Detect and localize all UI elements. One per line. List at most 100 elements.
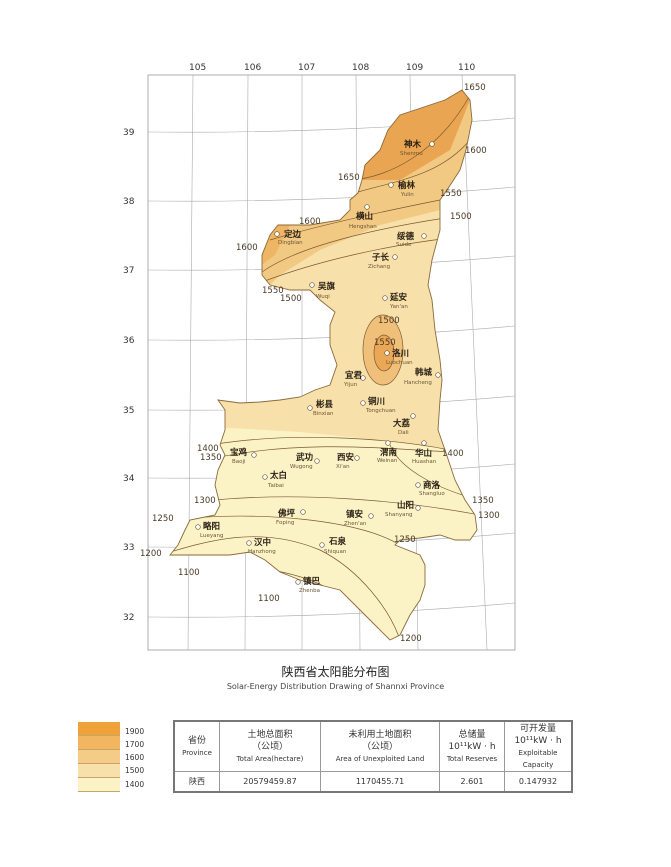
- city-name-cn: 商洛: [423, 480, 441, 491]
- city-name-en: Yan'an: [389, 304, 408, 310]
- contour-label: 1500: [450, 212, 472, 222]
- band-luochuan-1550: [374, 335, 394, 371]
- header-cell: 未利用土地面积 （公顷） Area of Unexploited Land: [320, 720, 440, 772]
- city-dot-icon: [354, 455, 360, 461]
- city-name-en: Tongchuan: [365, 408, 396, 414]
- city-dot-icon: [382, 295, 388, 301]
- city-name-cn: 吴旗: [318, 281, 336, 292]
- city-dot-icon: [415, 482, 421, 488]
- parallel-line: [147, 186, 516, 202]
- legend-swatch-1500: [78, 764, 120, 778]
- contour-labels: 1650160016501550150016001600155015001500…: [140, 83, 500, 644]
- contour-label: 1650: [464, 83, 486, 93]
- contour-label: 1250: [152, 514, 174, 524]
- header-cell: 省份 Province: [173, 720, 220, 772]
- contour-label: 1250: [394, 535, 416, 545]
- city-name-cn: 定边: [283, 229, 302, 240]
- contour-label: 1550: [374, 338, 396, 348]
- city-taibai: 太白 Taibai: [262, 470, 287, 489]
- contour-label: 1600: [299, 217, 321, 227]
- legend-label: 1700: [125, 740, 145, 749]
- contour-label: 1650: [338, 173, 360, 183]
- city-name-cn: 横山: [355, 211, 373, 222]
- city-name-en: Shiquan: [324, 549, 347, 555]
- city-hancheng: 韩城 Hancheng: [404, 367, 441, 386]
- city-name-cn: 武功: [296, 452, 314, 463]
- city-dot-icon: [314, 458, 320, 464]
- city-dot-icon: [384, 350, 390, 356]
- legend-label: 1600: [125, 753, 145, 762]
- city-name-en: Foping: [276, 520, 294, 526]
- city-dot-icon: [415, 505, 421, 511]
- city-dot-icon: [360, 400, 366, 406]
- city-dot-icon: [295, 579, 301, 585]
- city-name-en: Wuqi: [316, 294, 330, 300]
- table-header-row: 省份 Province 土地总面积 （公顷） Total Area(hectare) …: [173, 720, 573, 772]
- city-name-cn: 神木: [404, 139, 422, 150]
- city-name-cn: 佛坪: [277, 508, 296, 519]
- city-dot-icon: [364, 204, 370, 210]
- contour-label: 1350: [472, 496, 494, 506]
- city-name-cn: 太白: [269, 470, 287, 481]
- city-dot-icon: [429, 141, 435, 147]
- header-cell: 土地总面积 （公顷） Total Area(hectare): [219, 720, 321, 772]
- city-name-cn: 华山: [415, 448, 432, 459]
- contour-label: 1400: [197, 444, 219, 454]
- city-hengshan: 横山 Hengshan: [349, 204, 377, 230]
- city-name-en: Dingbian: [278, 240, 303, 246]
- city-name-en: Baoji: [232, 459, 246, 465]
- longitude-tick: 106: [244, 63, 261, 73]
- city-name-cn: 榆林: [398, 180, 416, 191]
- city-dot-icon: [392, 254, 398, 260]
- legend-swatch-1600: [78, 750, 120, 764]
- cell-province: 陕西: [173, 771, 220, 793]
- cell-exploitable-capacity: 0.147932: [504, 771, 573, 793]
- city-name-cn: 石泉: [328, 536, 347, 547]
- city-name-cn: 延安: [389, 292, 408, 303]
- map-title-en: Solar-Energy Distribution Drawing of Sha…: [226, 682, 445, 691]
- graticule-labels: 105 106 107 108 109 110 39 38 37 36 35 34 33 32: [123, 63, 475, 623]
- city-name-en: Shangluo: [419, 491, 445, 497]
- city-name-cn: 西安: [337, 452, 355, 463]
- city-name-en: Zhenba: [299, 588, 320, 594]
- contour-label: 1200: [400, 634, 422, 644]
- longitude-tick: 108: [352, 63, 369, 73]
- city-name-en: Luochuan: [386, 360, 413, 366]
- city-dot-icon: [195, 524, 201, 530]
- contour-label: 1600: [236, 243, 258, 253]
- city-dot-icon: [421, 233, 427, 239]
- legend: 1900 1700 1600 1500 1400: [78, 722, 144, 792]
- city-dot-icon: [309, 282, 315, 288]
- city-name-cn: 子长: [372, 252, 390, 263]
- city-name-cn: 绥德: [397, 231, 415, 242]
- city-dot-icon: [410, 413, 416, 419]
- legend-swatch-1700: [78, 736, 120, 750]
- city-name-en: Weinan: [377, 458, 398, 464]
- city-name-en: Lueyang: [200, 533, 223, 539]
- contour-label: 1300: [478, 511, 500, 521]
- city-name-cn: 韩城: [415, 367, 433, 378]
- city-dot-icon: [251, 452, 257, 458]
- city-name-en: Hanzhong: [248, 549, 276, 555]
- city-dot-icon: [435, 372, 441, 378]
- city-name-en: Zichang: [368, 264, 390, 270]
- contour-label: 1200: [140, 549, 162, 559]
- contour-label: 1500: [378, 316, 400, 326]
- longitude-tick: 107: [298, 63, 315, 73]
- solar-stats-table: 省份 Province 土地总面积 （公顷） Total Area(hectare) …: [173, 720, 573, 793]
